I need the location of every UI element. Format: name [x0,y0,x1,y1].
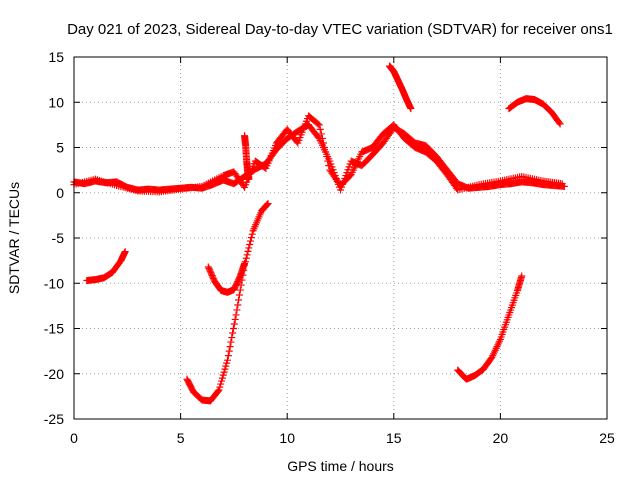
data-point [228,334,236,342]
data-point [215,386,223,394]
data-point [518,272,526,280]
x-tick-label: 0 [70,430,78,446]
data-point [324,157,332,165]
data-point [231,315,239,323]
data-point [218,374,226,382]
x-tick-label: 15 [386,430,402,446]
y-tick-label: 10 [48,94,64,110]
data-point [242,254,250,262]
data-point [318,134,326,142]
data-layer [70,62,568,405]
plot-frame [73,56,608,420]
data-point [229,325,237,332]
tick-layer: 0 5 10 15 20 25 15 10 5 0 -5 -10 -15 -20 -25 [44,49,615,446]
series-arc-deep [183,200,272,405]
y-tick-label: 15 [48,49,64,65]
x-tick-label: 20 [493,430,509,446]
x-tick-label: 5 [177,430,185,446]
y-tick-label: -25 [44,411,64,427]
series-arc-right [454,272,526,383]
grid-layer [74,57,607,419]
x-tick-label: 10 [279,430,295,446]
data-point [314,120,322,128]
series-main-trace-b [70,112,566,196]
data-point [237,281,245,289]
data-point [235,296,243,304]
data-point [224,356,232,364]
data-point [234,301,242,309]
y-tick-label: -10 [44,275,64,291]
data-point [223,359,231,367]
data-point [216,383,224,391]
data-point [555,119,563,127]
data-point [322,148,330,156]
chart-title: Day 021 of 2023, Sidereal Day-to-day VTE… [67,21,613,38]
data-point [407,105,415,113]
data-point [229,329,237,337]
data-point [319,139,327,147]
series-arc-left [83,248,129,285]
data-point [325,162,333,170]
data-point [315,121,323,129]
data-point [225,347,233,355]
series-arc-upper-21 [505,95,564,128]
data-point [218,377,226,385]
data-point [314,133,322,141]
data-point [217,380,225,388]
data-point [487,355,495,363]
data-point [243,251,251,259]
data-point [248,230,256,238]
data-point [263,200,271,208]
data-point [224,352,232,360]
data-point [263,201,271,209]
data-point [241,261,249,269]
data-point [247,234,255,242]
data-point [221,365,229,373]
data-point [227,338,235,346]
data-point [239,271,247,279]
data-point [317,130,325,138]
data-point [222,362,230,370]
data-point [247,237,255,245]
series-spike-8 [241,132,253,183]
y-tick-label: -20 [44,366,64,382]
series-arc-upper-15 [386,62,415,113]
data-point [323,153,331,161]
data-point [238,276,246,284]
y-tick-label: -5 [52,230,65,246]
data-point [245,244,253,252]
data-point [558,180,566,188]
y-axis-label: SDTVAR / TECUs [6,182,22,294]
data-point [220,368,228,376]
y-tick-label: 5 [56,140,64,156]
data-point [232,311,240,319]
data-point [230,320,238,328]
x-axis-label: GPS time / hours [287,458,394,474]
x-tick-label: 25 [599,430,615,446]
data-point [236,286,244,294]
data-point [121,248,129,256]
data-point [244,247,252,255]
data-point [226,343,234,351]
data-point [219,371,227,379]
data-point [214,387,222,395]
data-point [235,291,243,299]
data-point [245,175,253,183]
data-point [264,200,272,208]
data-point [321,144,329,151]
data-point [240,266,248,274]
data-point [246,241,254,249]
data-point [241,258,249,266]
y-tick-label: 0 [56,185,64,201]
data-point [316,125,324,133]
y-tick-label: -15 [44,321,64,337]
data-point [233,306,241,314]
data-point [556,120,564,128]
